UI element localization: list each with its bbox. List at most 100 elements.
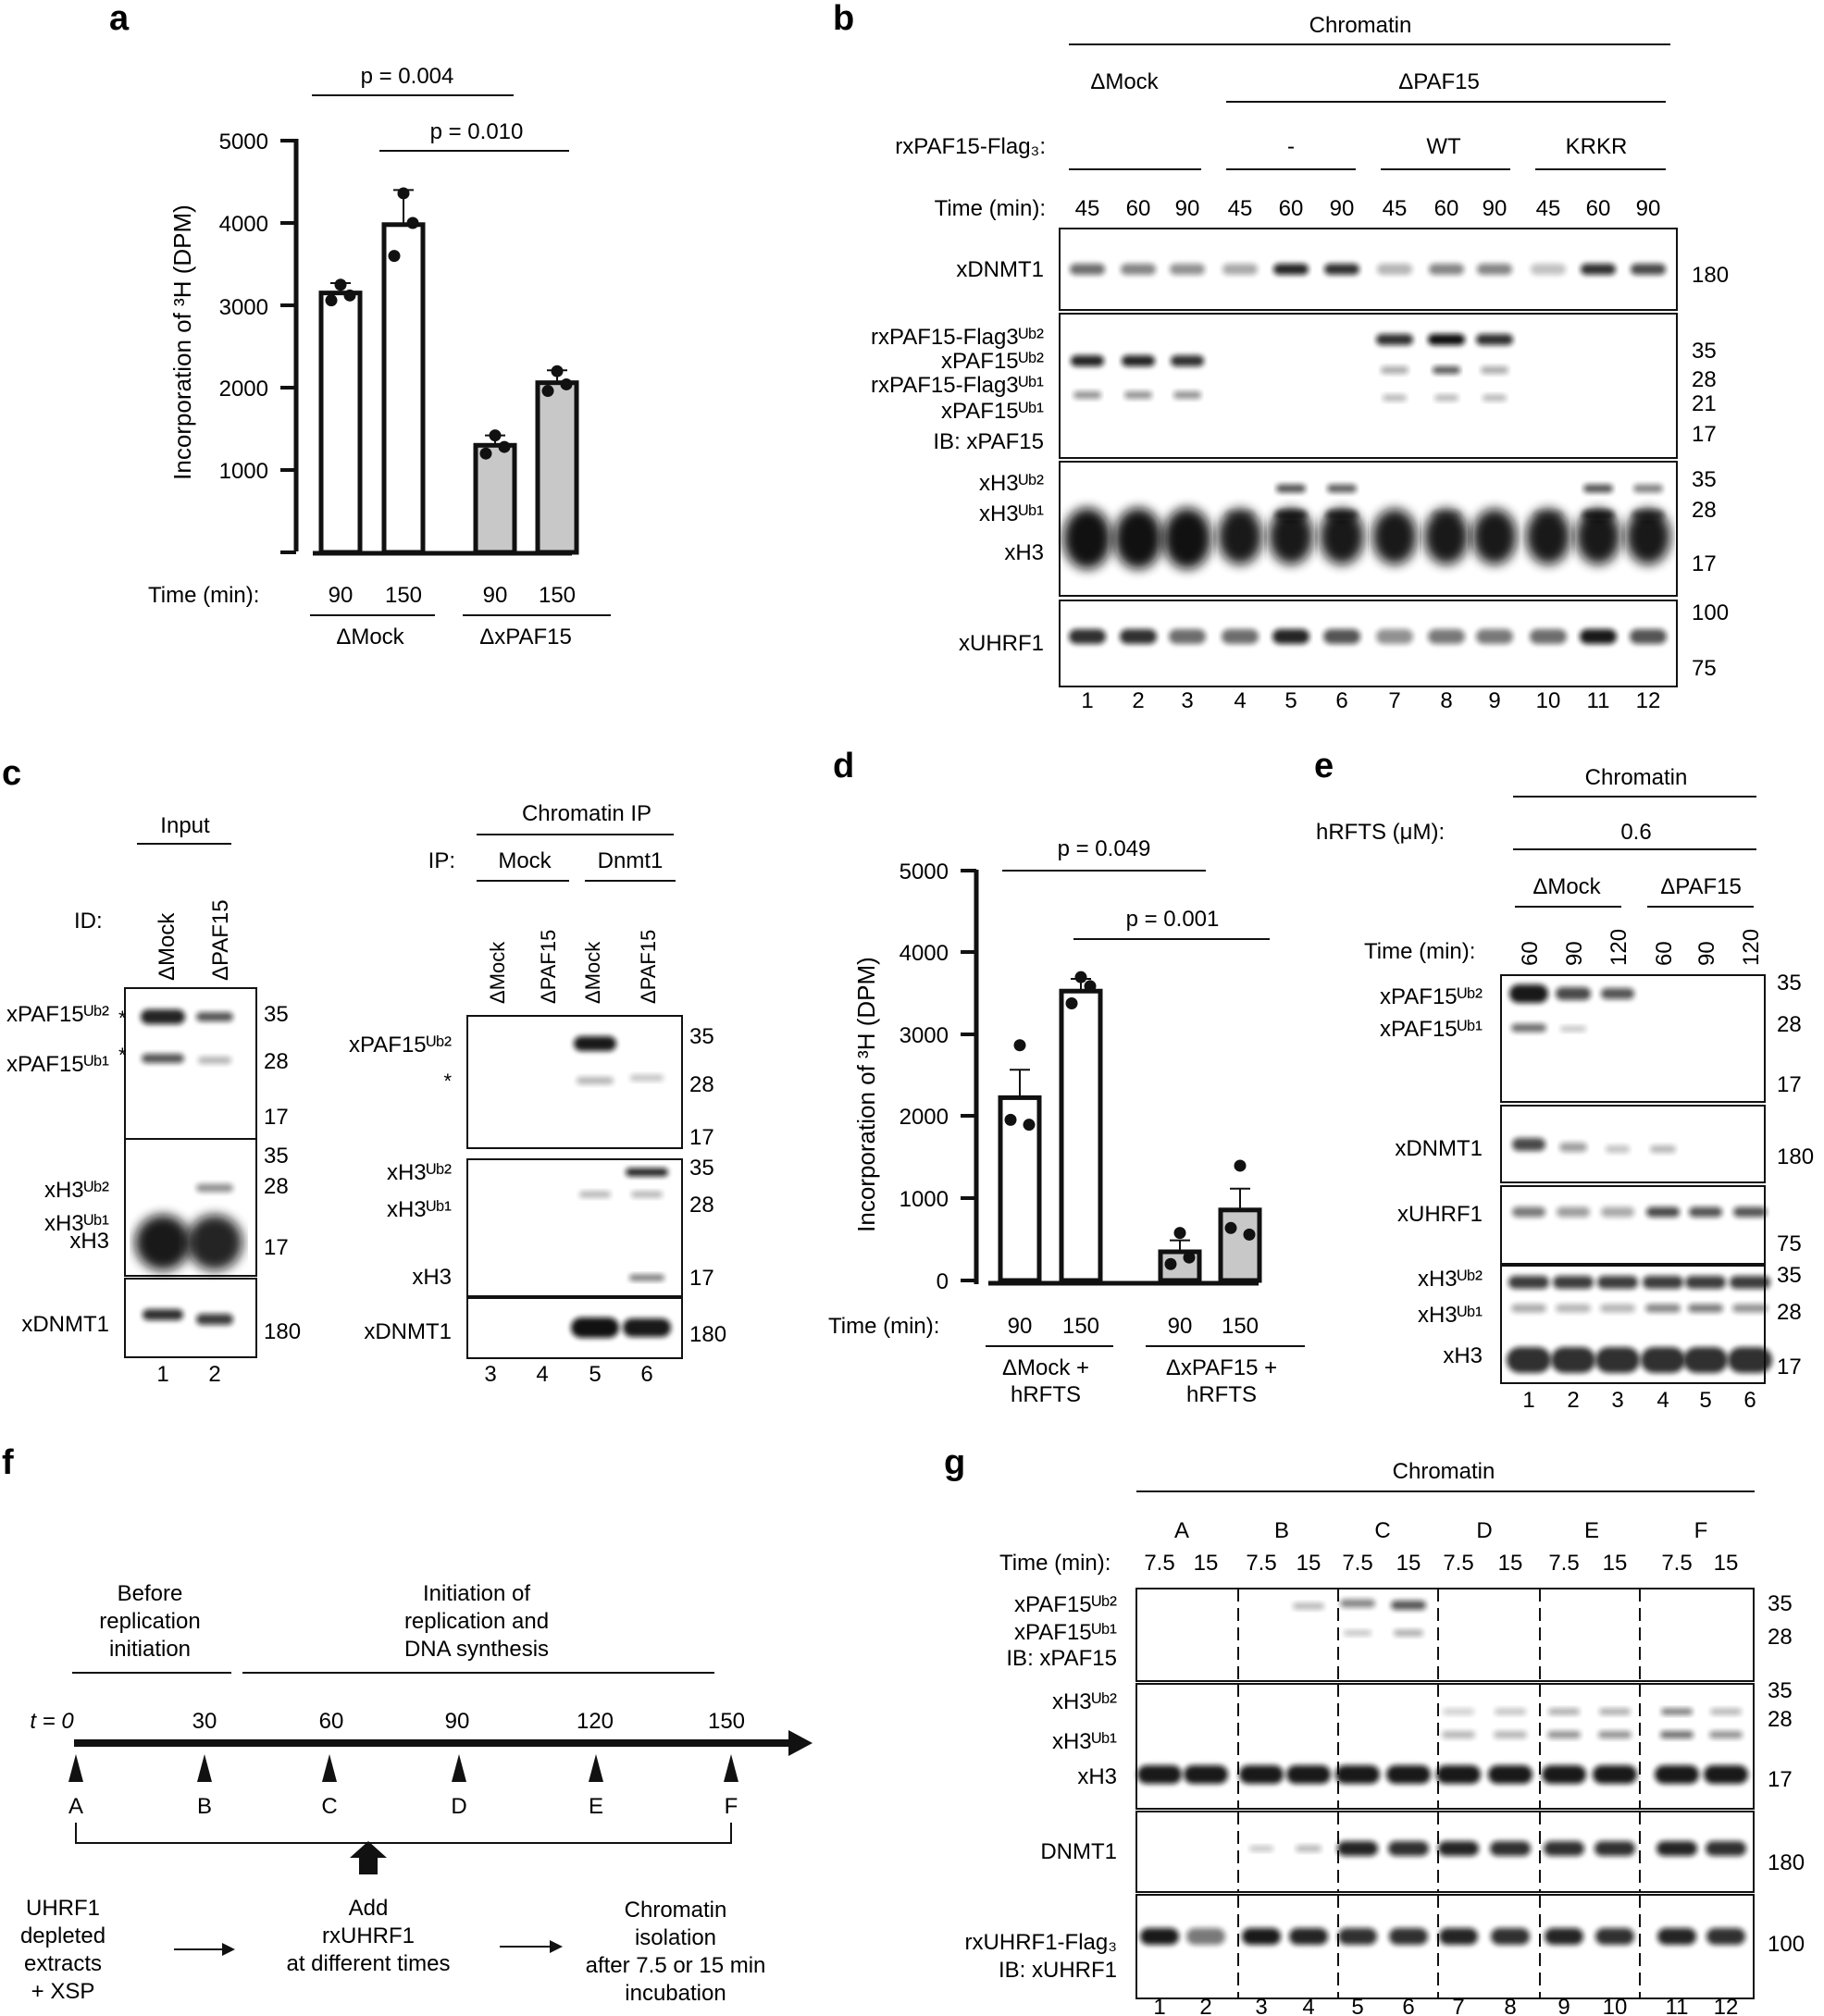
band	[1275, 510, 1307, 521]
band	[1269, 509, 1313, 564]
f-step2: at different times	[287, 1951, 451, 1976]
band	[1169, 629, 1206, 644]
g-time: 15	[1603, 1551, 1628, 1576]
band	[1632, 510, 1664, 521]
band	[1120, 629, 1157, 644]
band	[1293, 1602, 1324, 1610]
band	[1526, 509, 1570, 564]
c-mw: 180	[689, 1322, 726, 1347]
band	[1595, 1347, 1640, 1373]
band	[1433, 366, 1460, 374]
g-mw: 180	[1768, 1850, 1805, 1875]
band	[1344, 1630, 1371, 1636]
c-row-label: xDNMT1	[21, 1312, 109, 1337]
band	[1551, 1347, 1595, 1373]
c-row-label: xH3ᵁᵇ²	[44, 1178, 109, 1203]
a-time: 150	[385, 583, 422, 608]
band	[1600, 1304, 1635, 1313]
c-mw: 35	[689, 1024, 714, 1049]
data-point	[1164, 1257, 1177, 1270]
g-lane-numbers: 1 2 3 4 5 6 7 8 9 10 11 12	[1153, 1995, 1738, 2016]
d-time: 150	[1222, 1314, 1259, 1339]
band	[1338, 1928, 1377, 1945]
band	[1630, 629, 1667, 644]
band	[1599, 1708, 1631, 1715]
band	[1443, 1708, 1474, 1715]
band	[1388, 1841, 1429, 1856]
band	[1340, 1599, 1375, 1608]
b-time: 60	[1586, 196, 1611, 221]
g-time: 7.5	[1246, 1551, 1276, 1576]
band	[1428, 629, 1465, 644]
f-up-arrow-icon	[350, 1841, 387, 1874]
d-ytick: 1000	[900, 1187, 949, 1212]
g-time: 7.5	[1144, 1551, 1174, 1576]
e-time-label: Time (min):	[1364, 939, 1475, 964]
f-tick: 120	[577, 1709, 614, 1734]
band	[1173, 391, 1201, 399]
f-step1: + XSP	[31, 1979, 95, 2004]
g-blot-h3	[1135, 1683, 1755, 1810]
b-mw: 75	[1692, 656, 1717, 681]
b-label-ib: IB: xPAF15	[933, 429, 1044, 454]
d-ytick: 2000	[900, 1105, 949, 1130]
e-time: 60	[1652, 941, 1677, 966]
e-row-label: xH3ᵁᵇ²	[1418, 1267, 1483, 1292]
data-point	[325, 294, 338, 307]
band	[1433, 512, 1460, 519]
d-ytick: 3000	[900, 1023, 949, 1048]
band	[1606, 1145, 1630, 1153]
g-mw: 35	[1768, 1591, 1793, 1616]
band	[196, 1314, 233, 1325]
f-point: A	[68, 1794, 83, 1819]
d-group: hRFTS	[1186, 1382, 1257, 1407]
panel-label-f: f	[2, 1443, 14, 1482]
c-bands	[135, 1009, 671, 1338]
bar	[535, 380, 579, 555]
g-lane: 9	[1557, 1995, 1570, 2016]
f-step3: Chromatin	[625, 1898, 727, 1923]
e-group: ΔMock	[1532, 874, 1601, 899]
band	[1631, 264, 1666, 275]
e-lane: 4	[1656, 1388, 1669, 1413]
band	[1494, 1731, 1527, 1738]
g-row-label: xPAF15ᵁᵇ²	[1014, 1592, 1117, 1617]
data-point	[498, 440, 511, 453]
band	[1688, 1304, 1723, 1313]
band	[571, 1317, 619, 1338]
c-mw: 17	[689, 1125, 714, 1150]
band	[1704, 1765, 1748, 1784]
g-row-label: xPAF15ᵁᵇ¹	[1014, 1620, 1117, 1645]
c-lane: 4	[536, 1362, 548, 1387]
e-mw: 35	[1777, 971, 1802, 996]
b-mw: 35	[1692, 467, 1717, 492]
e-mw: 17	[1777, 1072, 1802, 1097]
band	[1656, 1841, 1697, 1856]
b-label-paf: rxPAF15-Flag3ᵁᵇ¹	[871, 373, 1044, 398]
c-mw: 28	[264, 1174, 289, 1199]
band	[579, 1191, 611, 1198]
band	[1582, 510, 1614, 521]
g-row-label: IB: xPAF15	[1006, 1646, 1117, 1671]
panel-b: b Chromatin ΔMock ΔPAF15 rxPAF15-Flag₃: …	[833, 0, 1729, 713]
band	[1548, 1708, 1580, 1715]
e-title: Chromatin	[1585, 765, 1688, 790]
b-mw: 100	[1692, 600, 1729, 625]
data-point	[406, 216, 419, 229]
data-point	[1013, 1039, 1026, 1052]
a-time-label: Time (min):	[148, 583, 259, 608]
b-time: 60	[1126, 196, 1151, 221]
panel-e: e Chromatin hRFTS (μM): 0.6 ΔMock ΔPAF15…	[1314, 747, 1814, 1413]
f-step3: after 7.5 or 15 min	[586, 1953, 766, 1978]
b-mw: 21	[1692, 391, 1717, 416]
band	[1511, 1023, 1546, 1033]
g-lane: 11	[1666, 1995, 1689, 2016]
f-t0: t = 0	[30, 1709, 74, 1734]
band	[1222, 264, 1258, 275]
band	[1495, 1708, 1526, 1715]
band	[1381, 366, 1408, 374]
c-input-col: ΔPAF15	[208, 899, 233, 981]
band	[1597, 1276, 1638, 1289]
data-point	[479, 447, 492, 460]
band	[1490, 1841, 1531, 1856]
